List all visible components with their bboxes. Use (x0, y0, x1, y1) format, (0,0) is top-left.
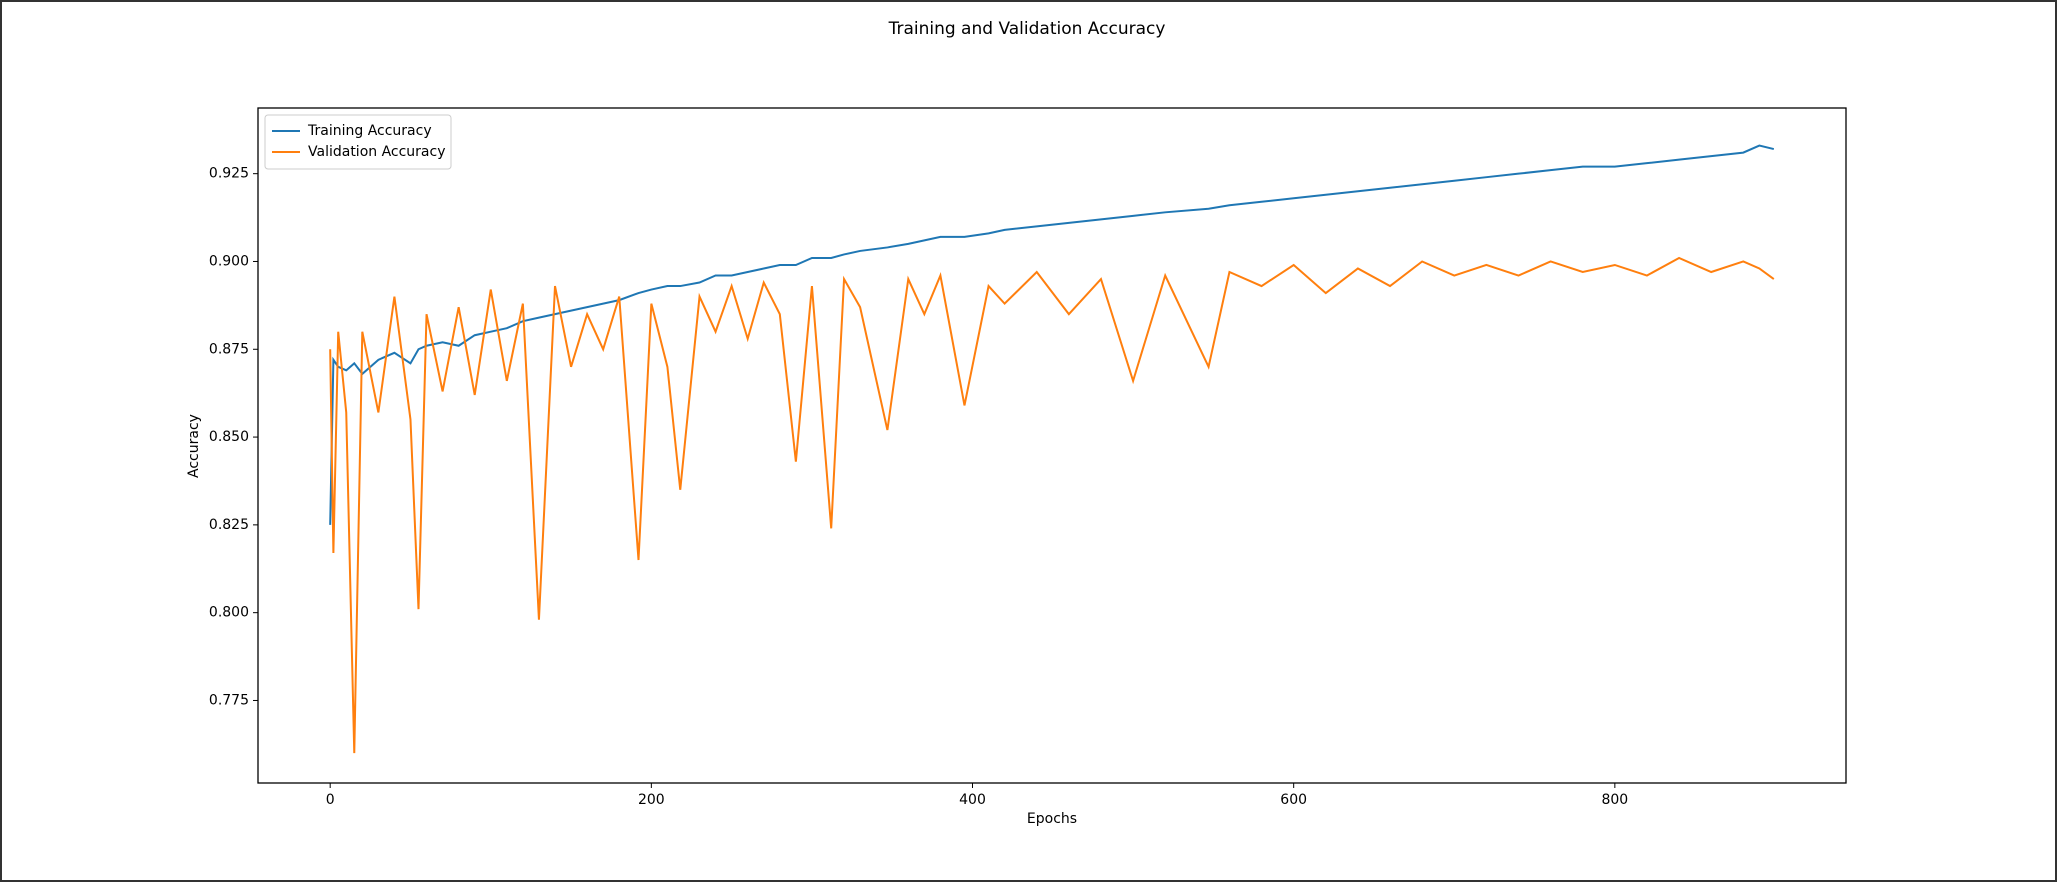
y-tick-label: 0.825 (209, 517, 249, 533)
y-tick-label: 0.775 (209, 692, 249, 708)
legend-box (264, 114, 452, 170)
x-axis-label: Epochs (1027, 811, 1077, 827)
x-tick-label: 0 (326, 792, 335, 808)
x-tick-label: 400 (959, 792, 986, 808)
y-tick-label: 0.850 (209, 429, 249, 445)
x-tick-label: 800 (1601, 792, 1628, 808)
legend: Training Accuracy Validation Accuracy (264, 114, 452, 170)
x-tick-label: 200 (638, 792, 665, 808)
legend-label: Validation Accuracy (308, 144, 446, 160)
y-tick-label: 0.875 (209, 341, 249, 357)
series-line (329, 256, 1775, 754)
y-tick-label: 0.800 (209, 605, 249, 621)
legend-label: Training Accuracy (307, 123, 432, 139)
plot-frame (257, 107, 1847, 784)
chart-title: Training and Validation Accuracy (888, 19, 1166, 39)
y-axis-label: Accuracy (186, 414, 202, 478)
x-tick-label: 600 (1280, 792, 1307, 808)
y-tick-label: 0.900 (209, 253, 249, 269)
y-tick-label: 0.925 (209, 166, 249, 182)
